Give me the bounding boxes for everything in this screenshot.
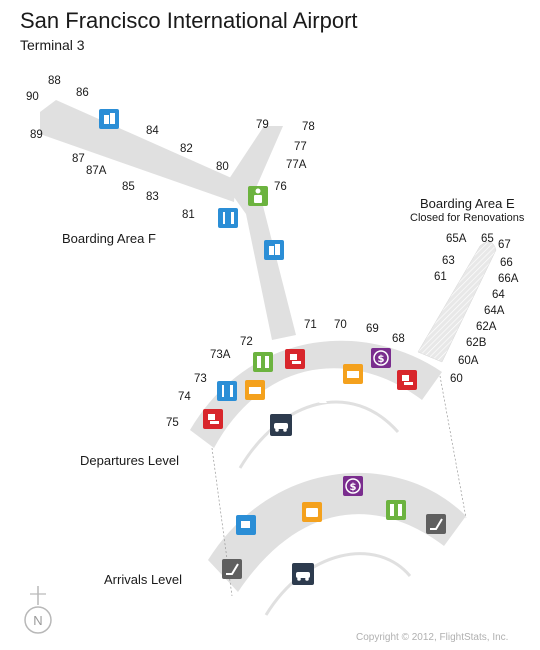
coffee-icon[interactable] [236, 515, 256, 535]
baggage-claim-icon[interactable] [203, 409, 223, 429]
restaurant-icon[interactable] [218, 208, 238, 228]
gate-62b: 62B [466, 337, 487, 349]
lounge-icon[interactable] [343, 364, 363, 384]
gate-62a: 62A [476, 321, 497, 333]
ground-transportation-icon[interactable] [292, 563, 314, 585]
currency-exchange-icon[interactable]: $ [371, 348, 391, 368]
gate-90: 90 [26, 91, 39, 103]
restaurant-icon[interactable] [217, 381, 237, 401]
gate-73: 73 [194, 373, 207, 385]
currency-exchange-icon[interactable]: $ [343, 476, 363, 496]
gate-76: 76 [274, 181, 287, 193]
gate-60a: 60A [458, 355, 479, 367]
gate-78: 78 [302, 121, 315, 133]
gate-72: 72 [240, 336, 253, 348]
svg-text:$: $ [350, 482, 357, 493]
restroom-icon[interactable] [386, 500, 406, 520]
departures-level-label: Departures Level [80, 453, 179, 468]
boarding-area-f-concourse [40, 100, 296, 340]
north-label: N [33, 613, 42, 628]
gate-77a: 77A [286, 159, 307, 171]
gate-83: 83 [146, 191, 159, 203]
arrivals-roadway [264, 552, 412, 616]
gate-89: 89 [30, 129, 43, 141]
family-restroom-icon[interactable] [248, 186, 268, 206]
gate-65: 65 [481, 233, 494, 245]
ground-transportation-icon[interactable] [270, 414, 292, 436]
gate-73a: 73A [210, 349, 231, 361]
svg-text:$: $ [378, 354, 385, 365]
level-connector-right [439, 375, 467, 519]
departures-roadway [238, 400, 400, 469]
gate-82: 82 [180, 143, 193, 155]
gate-86: 86 [76, 87, 89, 99]
gate-63: 63 [442, 255, 455, 267]
shopping-icon[interactable] [99, 109, 119, 129]
gate-81: 81 [182, 209, 195, 221]
shopping-icon[interactable] [264, 240, 284, 260]
gate-66a: 66A [498, 273, 519, 285]
gate-64a: 64A [484, 305, 505, 317]
boarding-area-e-label: Boarding Area E [420, 196, 515, 211]
lounge-icon[interactable] [245, 380, 265, 400]
gate-87a: 87A [86, 165, 107, 177]
gate-71: 71 [304, 319, 317, 331]
baggage-claim-icon[interactable] [285, 349, 305, 369]
gate-65a: 65A [446, 233, 467, 245]
gate-75: 75 [166, 417, 179, 429]
gate-64: 64 [492, 289, 505, 301]
gate-labels: 90 88 86 89 84 82 87 87A 85 83 81 80 79 … [26, 75, 519, 429]
gate-74: 74 [178, 391, 191, 403]
gate-87: 87 [72, 153, 85, 165]
escalator-icon[interactable] [426, 514, 446, 534]
gate-61: 61 [434, 271, 447, 283]
gate-70: 70 [334, 319, 347, 331]
gate-60: 60 [450, 373, 463, 385]
baggage-claim-icon[interactable] [397, 370, 417, 390]
baggage-icon[interactable] [302, 502, 322, 522]
gate-79: 79 [256, 119, 269, 131]
gate-77: 77 [294, 141, 307, 153]
gate-67: 67 [498, 239, 511, 251]
copyright-text: Copyright © 2012, FlightStats, Inc. [356, 632, 508, 643]
boarding-area-e-note: Closed for Renovations [410, 212, 525, 224]
gate-66: 66 [500, 257, 513, 269]
restroom-icon[interactable] [253, 352, 273, 372]
gate-85: 85 [122, 181, 135, 193]
escalator-icon[interactable] [222, 559, 242, 579]
boarding-area-e-closed-concourse [417, 241, 497, 363]
arrivals-level-label: Arrivals Level [104, 572, 182, 587]
gate-88: 88 [48, 75, 61, 87]
gate-80: 80 [216, 161, 229, 173]
page-title: San Francisco International Airport [20, 8, 358, 33]
gate-68: 68 [392, 333, 405, 345]
gate-69: 69 [366, 323, 379, 335]
terminal-subtitle: Terminal 3 [20, 37, 85, 53]
gate-84: 84 [146, 125, 159, 137]
boarding-area-f-label: Boarding Area F [62, 231, 156, 246]
compass-icon: N [24, 586, 52, 634]
